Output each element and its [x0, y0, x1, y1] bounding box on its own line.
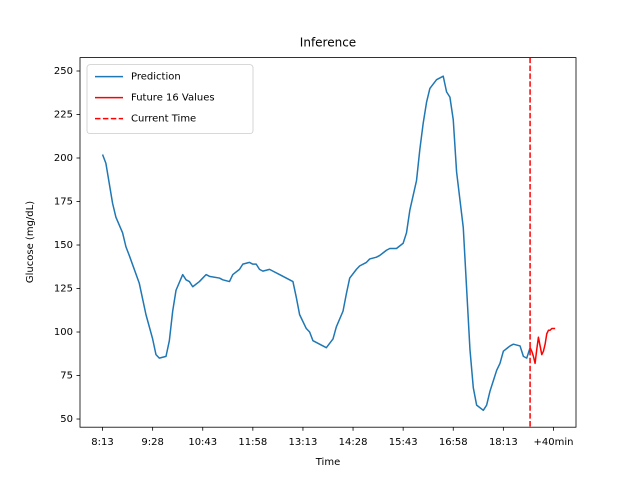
x-tick-label: 16:58 [439, 437, 468, 448]
x-tick-label: 11:58 [238, 437, 267, 448]
x-tick-label: 9:28 [141, 437, 163, 448]
y-tick-label: 200 [54, 153, 73, 164]
x-tick-label: +40min [533, 437, 573, 448]
series-line [529, 327, 556, 365]
legend-box [86, 64, 254, 134]
legend-label: Current Time [131, 114, 196, 125]
y-tick-label: 75 [60, 371, 73, 382]
x-tick-label: 10:43 [188, 437, 217, 448]
plot-frame [79, 57, 577, 428]
chart-title: Inference [300, 36, 356, 50]
x-tick-label: 14:28 [339, 437, 368, 448]
y-tick-label: 150 [54, 240, 73, 251]
y-tick-label: 100 [54, 327, 73, 338]
y-tick-label: 225 [54, 110, 73, 121]
x-tick-label: 13:13 [289, 437, 318, 448]
y-tick-label: 175 [54, 197, 73, 208]
legend-label: Future 16 Values [131, 93, 215, 104]
y-tick-label: 250 [54, 66, 73, 77]
y-tick-label: 125 [54, 284, 73, 295]
x-tick-label: 8:13 [91, 437, 113, 448]
x-tick-label: 15:43 [389, 437, 418, 448]
legend-label: Prediction [131, 72, 181, 83]
x-axis-label: Time [315, 457, 340, 468]
y-axis-label: Glucose (mg/dL) [25, 201, 36, 283]
series-line [101, 75, 531, 412]
x-tick-label: 18:13 [489, 437, 518, 448]
y-tick-label: 50 [60, 414, 73, 425]
